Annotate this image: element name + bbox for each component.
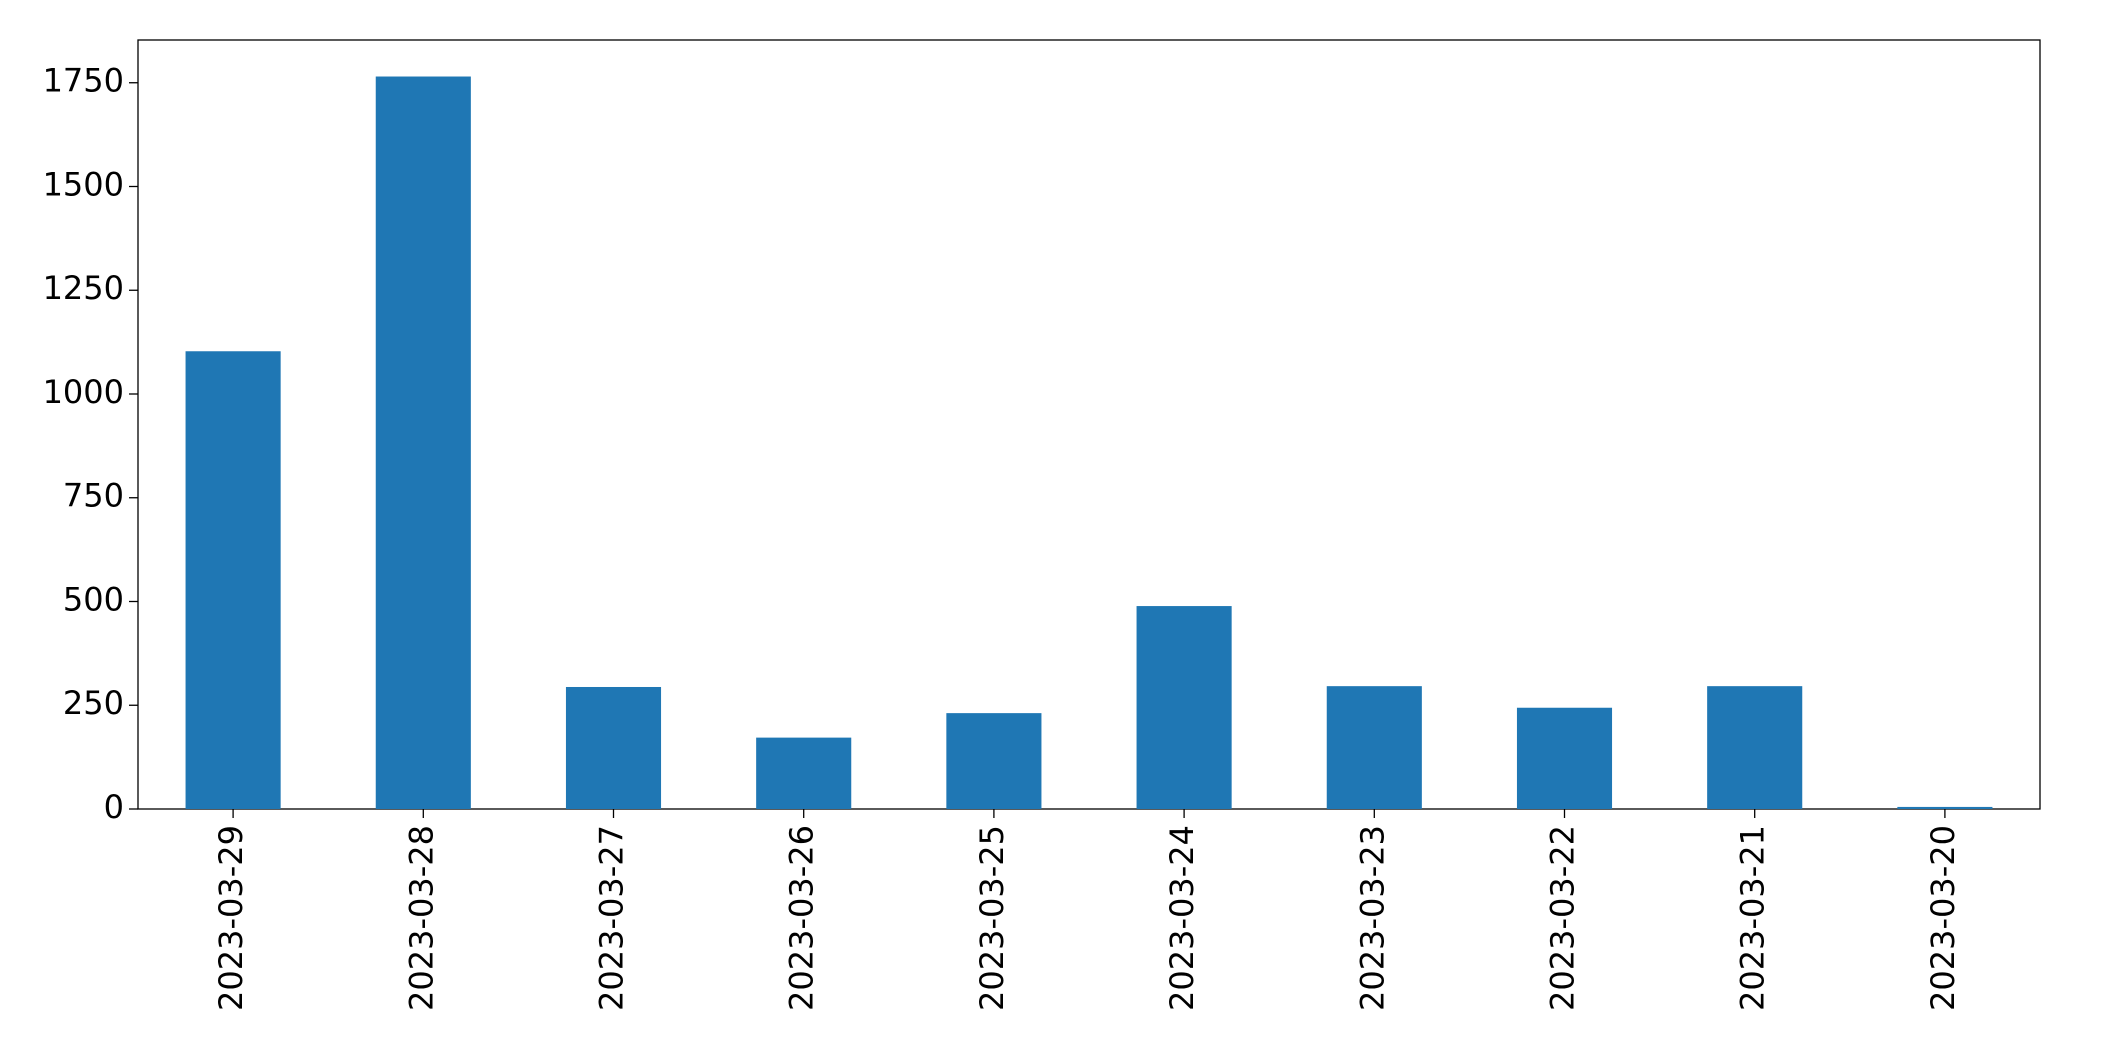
y-tick-label: 1750 [43, 62, 124, 100]
bar [1136, 606, 1232, 809]
y-tick-label: 1500 [43, 165, 124, 203]
x-tick-label: 2023-03-28 [402, 825, 440, 1011]
x-tick-label: 2023-03-23 [1353, 825, 1391, 1011]
x-tick-label: 2023-03-24 [1163, 825, 1201, 1011]
x-tick-label: 2023-03-27 [593, 825, 631, 1011]
bar [1326, 686, 1422, 809]
y-tick-label: 1250 [43, 269, 124, 307]
bar [1707, 686, 1803, 809]
bar [1516, 707, 1613, 809]
bar [946, 713, 1042, 809]
y-tick-label: 250 [63, 684, 124, 722]
y-tick-label: 0 [104, 788, 124, 826]
bar [375, 76, 471, 809]
bar [1897, 806, 1993, 809]
bar [565, 686, 662, 809]
x-tick-label: 2023-03-21 [1734, 825, 1772, 1011]
x-tick-label: 2023-03-20 [1924, 825, 1962, 1011]
x-tick-label: 2023-03-22 [1544, 825, 1582, 1011]
bar [185, 351, 281, 809]
x-tick-label: 2023-03-25 [973, 825, 1011, 1011]
bar [756, 737, 852, 809]
axes-frame [137, 39, 2041, 810]
y-tick-label: 500 [63, 580, 124, 618]
y-tick-label: 750 [63, 477, 124, 515]
x-tick-label: 2023-03-26 [783, 825, 821, 1011]
y-tick-label: 1000 [43, 373, 124, 411]
x-tick-label: 2023-03-29 [212, 825, 250, 1011]
